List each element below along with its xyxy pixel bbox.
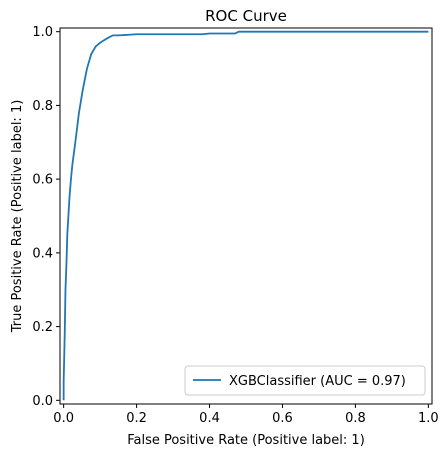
y-tick-label: 0.8 — [32, 99, 53, 114]
y-tick-label: 1.0 — [32, 25, 53, 40]
x-axis-title: False Positive Rate (Positive label: 1) — [127, 433, 365, 448]
x-tick-label: 0.6 — [272, 411, 293, 426]
x-tick-label: 0.0 — [53, 411, 74, 426]
x-axis: 0.0 0.2 0.4 0.6 0.8 1.0 — [53, 404, 439, 426]
x-tick-label: 1.0 — [418, 411, 439, 426]
y-tick-label: 0.4 — [32, 246, 53, 261]
x-tick-label: 0.4 — [199, 411, 220, 426]
y-axis-title: True Positive Rate (Positive label: 1) — [10, 100, 25, 334]
plot-area — [59, 27, 433, 405]
y-axis: 0.0 0.2 0.4 0.6 0.8 1.0 — [32, 25, 60, 409]
legend-label: XGBClassifier (AUC = 0.97) — [229, 374, 406, 389]
y-tick-label: 0.2 — [32, 320, 53, 335]
y-tick-label: 0.6 — [32, 173, 53, 188]
x-tick-label: 0.2 — [126, 411, 147, 426]
plot-frame — [59, 27, 433, 405]
legend: XGBClassifier (AUC = 0.97) — [184, 365, 426, 396]
y-tick-label: 0.0 — [32, 394, 53, 409]
chart-title: ROC Curve — [205, 7, 287, 25]
legend-box — [184, 365, 426, 396]
x-tick-label: 0.8 — [345, 411, 366, 426]
roc-curve-line — [62, 30, 429, 401]
